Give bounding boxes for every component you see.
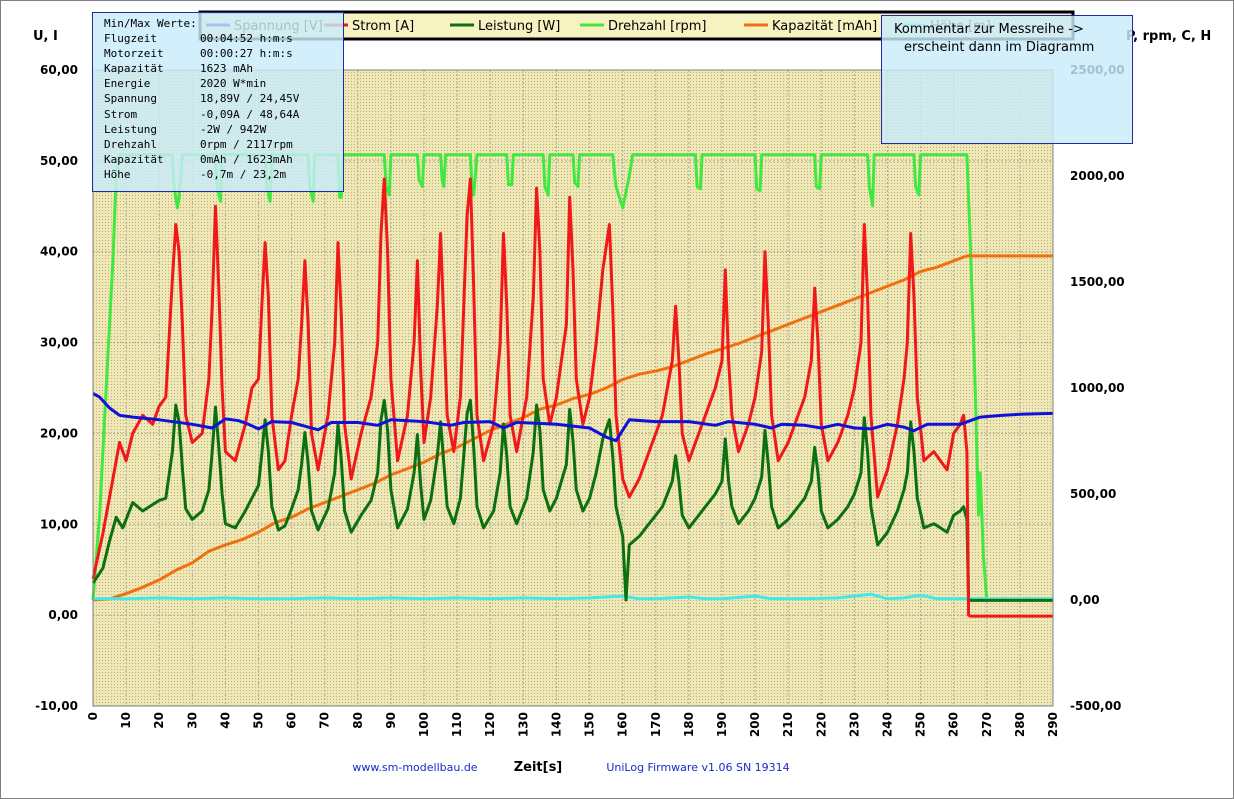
x-tick-label: 160 — [616, 712, 630, 737]
x-tick-label: 270 — [980, 712, 994, 737]
info-row: Motorzeit 00:00:27 h:m:s — [104, 46, 343, 61]
x-tick-label: 150 — [583, 712, 597, 737]
legend-entry: Leistung [W] — [478, 19, 560, 34]
series-line-leistung — [91, 398, 1053, 602]
info-label: Kapazität — [104, 152, 164, 166]
info-label: Drehzahl — [104, 137, 157, 151]
y-left-tick-label: 50,00 — [40, 154, 78, 168]
info-value: -0,7m / 23,2m — [200, 167, 287, 181]
info-label: Motorzeit — [104, 47, 164, 61]
comment-line-2: erscheint dann im Diagramm — [904, 40, 1095, 55]
info-value: 2020 W*min — [200, 77, 267, 91]
info-value: 1623 mAh — [200, 62, 253, 76]
x-tick-label: 210 — [781, 712, 795, 737]
x-tick-label: 20 — [152, 712, 166, 729]
info-box-title: Min/Max Werte: — [104, 17, 197, 30]
info-label: Spannung — [104, 92, 157, 106]
x-tick-label: 100 — [417, 712, 431, 737]
y-axis-left-label: U, I — [33, 29, 58, 44]
info-row: Kapazität 0mAh / 1623mAh — [104, 152, 343, 167]
y-left-tick-label: 60,00 — [40, 63, 78, 77]
x-tick-label: 140 — [549, 712, 563, 737]
y-left-tick-label: 30,00 — [40, 336, 78, 350]
info-value: 00:00:27 h:m:s — [200, 47, 293, 61]
x-tick-label: 180 — [682, 712, 696, 737]
x-tick-label: 200 — [748, 712, 762, 737]
x-tick-label: 130 — [516, 712, 530, 737]
comment-line-1: Kommentar zur Messreihe -> — [894, 22, 1084, 37]
info-label: Energie — [104, 77, 151, 91]
info-value: 0mAh / 1623mAh — [200, 152, 293, 166]
info-value: 0rpm / 2117rpm — [200, 137, 293, 151]
x-tick-label: 110 — [450, 712, 464, 737]
y-right-tick-label: 2000,00 — [1070, 169, 1125, 183]
minmax-info-box: Min/Max Werte: Flugzeit 00:04:52 h:m:s Mot… — [92, 12, 344, 192]
info-value: -2W / 942W — [200, 122, 267, 136]
info-row: Höhe -0,7m / 23,2m — [104, 167, 343, 182]
y-right-tick-label: -500,00 — [1070, 699, 1121, 713]
x-tick-label: 90 — [384, 712, 398, 729]
y-axis-right-label: P, rpm, C, H — [1126, 29, 1211, 44]
x-tick-label: 70 — [318, 712, 332, 729]
series-line-kapazitaet — [92, 254, 1053, 602]
x-axis-label: Zeit[s] — [514, 760, 563, 775]
info-row: Energie 2020 W*min — [104, 76, 343, 91]
series-line-spannung — [92, 392, 1054, 443]
x-tick-label: 290 — [1046, 712, 1060, 737]
y-left-tick-label: 20,00 — [40, 426, 78, 440]
footer-website: www.sm-modellbau.de — [352, 761, 477, 774]
x-tick-label: 220 — [814, 712, 828, 737]
x-tick-label: 250 — [914, 712, 928, 737]
plot-border — [92, 69, 1054, 707]
info-value: -0,09A / 48,64A — [200, 107, 300, 121]
info-row: Spannung 18,89V / 24,45V — [104, 91, 343, 106]
info-value: 00:04:52 h:m:s — [200, 32, 293, 46]
x-tick-label: 120 — [483, 712, 497, 737]
info-row: Drehzahl 0rpm / 2117rpm — [104, 137, 343, 152]
x-tick-label: 190 — [715, 712, 729, 737]
x-tick-label: 60 — [285, 712, 299, 729]
x-tick-label: 230 — [847, 712, 861, 737]
legend-entry: Kapazität [mAh] — [772, 19, 877, 34]
y-right-tick-label: 0,00 — [1070, 593, 1100, 607]
x-tick-label: 50 — [252, 712, 266, 729]
y-left-tick-label: 10,00 — [40, 517, 78, 531]
y-left-tick-label: 0,00 — [48, 608, 78, 622]
y-right-tick-label: 1000,00 — [1070, 381, 1125, 395]
info-label: Kapazität — [104, 62, 164, 76]
y-left-tick-label: 40,00 — [40, 245, 78, 259]
x-tick-label: 0 — [86, 712, 100, 720]
x-tick-label: 40 — [218, 712, 232, 729]
info-label: Strom — [104, 107, 138, 121]
y-right-tick-label: 1500,00 — [1070, 275, 1125, 289]
y-left-tick-label: -10,00 — [35, 699, 78, 713]
info-label: Höhe — [104, 167, 131, 181]
x-tick-label: 80 — [351, 712, 365, 729]
y-right-tick-label: 500,00 — [1070, 487, 1116, 501]
info-row: Leistung -2W / 942W — [104, 122, 343, 137]
info-label: Flugzeit — [104, 32, 157, 46]
legend-entry: Drehzahl [rpm] — [608, 19, 706, 34]
legend-entry: Strom [A] — [352, 19, 414, 34]
x-tick-label: 30 — [185, 712, 199, 729]
series-line-hoehe — [93, 592, 1053, 601]
x-tick-label: 260 — [947, 712, 961, 737]
x-tick-label: 240 — [880, 712, 894, 737]
info-row: Strom -0,09A / 48,64A — [104, 107, 343, 122]
x-tick-label: 170 — [649, 712, 663, 737]
x-tick-label: 280 — [1013, 712, 1027, 737]
series-line-strom — [91, 177, 1053, 618]
comment-box: Kommentar zur Messreihe -> erscheint dan… — [881, 15, 1133, 144]
footer-firmware: UniLog Firmware v1.06 SN 19314 — [606, 761, 789, 774]
x-tick-label: 10 — [119, 712, 133, 729]
info-label: Leistung — [104, 122, 157, 136]
info-row: Flugzeit 00:04:52 h:m:s — [104, 31, 343, 46]
info-value: 18,89V / 24,45V — [200, 92, 300, 106]
info-row: Kapazität 1623 mAh — [104, 61, 343, 76]
